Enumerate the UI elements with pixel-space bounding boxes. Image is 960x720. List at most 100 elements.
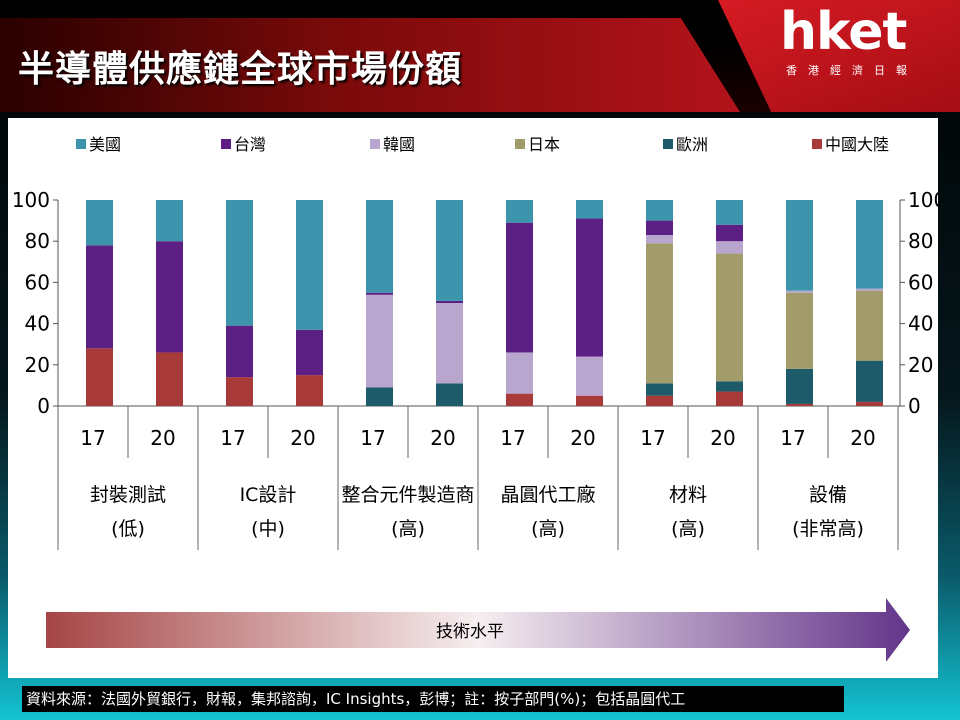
bar-segment [856,290,883,361]
legend-swatch [663,139,673,149]
hket-logo: hket [780,2,907,62]
x-tick-label: 17 [80,426,105,450]
bar-segment [716,224,743,242]
bar-segment [366,387,393,406]
bar-segment [86,245,113,349]
group-level-label: (高) [531,518,565,540]
bar-segment [156,200,183,242]
bar-segment [646,235,673,244]
legend-swatch [370,139,380,149]
bar-segment [366,292,393,295]
bar-segment [296,329,323,376]
hket-logo-subtitle: 香港經濟日報 [786,64,918,77]
tech-arrow-label: 技術水平 [436,622,504,642]
x-tick-label: 20 [570,426,595,450]
legend-item: 美國 [76,135,121,154]
legend-label: 日本 [528,135,560,154]
bar-segment [786,403,813,406]
y-tick-label-left: 40 [25,312,50,336]
bar-segment [156,241,183,353]
bar-segment [576,356,603,396]
header-red-band [0,18,740,112]
x-tick-label: 20 [150,426,175,450]
x-tick-label: 20 [710,426,735,450]
y-tick-label-left: 0 [37,394,50,418]
group-label: IC設計 [240,484,297,506]
bar-segment [646,383,673,396]
legend-item: 歐洲 [663,135,708,154]
y-tick-label-right: 60 [908,270,933,294]
bar-segment [856,288,883,291]
bar-segment [436,303,463,384]
bar-segment [786,368,813,404]
bar-segment [786,290,813,293]
bar-segment [296,375,323,406]
bar-segment [576,200,603,219]
page-title: 半導體供應鏈全球市場份額 [18,49,463,90]
x-tick-label: 17 [360,426,385,450]
legend-swatch [76,139,86,149]
x-tick-label: 20 [290,426,315,450]
bar-segment [856,360,883,402]
bar-segment [86,200,113,246]
source-note: 資料來源：法國外貿銀行，財報，集邦諮詢，IC Insights，彭博；註：按子部… [22,686,844,712]
bar-segment [716,391,743,406]
y-tick-label-right: 40 [908,312,933,336]
y-tick-label-left: 80 [25,229,50,253]
x-tick-label: 17 [640,426,665,450]
x-tick-label: 17 [780,426,805,450]
bar-segment [506,222,533,353]
bar-layer [86,200,883,406]
group-level-label: (低) [111,518,145,540]
header: 半導體供應鏈全球市場份額 hket 香港經濟日報 [0,0,960,112]
y-tick-label-left: 20 [25,353,50,377]
bar-segment [576,395,603,406]
group-level-label: (高) [391,518,425,540]
bar-segment [716,381,743,392]
legend-label: 中國大陸 [825,135,889,154]
x-tick-label: 20 [430,426,455,450]
axis-layer: 0 0 20 20 40 40 60 60 80 80 100 100 [12,188,946,550]
bar-segment [506,393,533,406]
bar-segment [436,300,463,303]
legend-item: 台灣 [221,135,266,154]
group-level-label: (非常高) [792,518,864,540]
bar-segment [366,200,393,293]
legend-item: 中國大陸 [812,135,889,154]
group-label: 整合元件製造商 [341,484,474,506]
bar-segment [296,200,323,330]
bar-segment [506,352,533,394]
legend-item: 韓國 [370,135,415,154]
group-level-label: (高) [671,518,705,540]
bar-segment [856,401,883,406]
tech-arrow-shape [46,598,910,662]
chart-legend: 美國 台灣 韓國 日本 歐洲 中國大陸 [76,135,889,154]
bar-segment [716,253,743,382]
legend-swatch [221,139,231,149]
group-label: 晶圓代工廠 [500,483,595,506]
bar-segment [646,220,673,236]
x-tick-label: 20 [850,426,875,450]
bar-segment [226,325,253,378]
y-tick-label-right: 80 [908,229,933,253]
bar-segment [226,377,253,406]
legend-label: 美國 [89,135,121,154]
y-tick-label-right: 0 [908,394,921,418]
bar-segment [576,218,603,357]
group-level-label: (中) [251,518,285,540]
legend-label: 歐洲 [676,135,708,154]
bar-segment [436,383,463,406]
bar-segment [156,352,183,406]
legend-label: 台灣 [234,135,266,154]
legend-swatch [515,139,525,149]
bar-segment [226,200,253,326]
bar-segment [646,200,673,221]
x-label-layer: 17 20 17 20 17 20 17 20 17 20 17 20 封裝測試 (低) IC設計 (中) 整合… [80,426,875,540]
legend-swatch [812,139,822,149]
bar-segment [506,200,533,223]
tech-level-arrow: 技術水平 [46,598,910,662]
x-tick-label: 17 [500,426,525,450]
y-tick-label-right: 20 [908,353,933,377]
